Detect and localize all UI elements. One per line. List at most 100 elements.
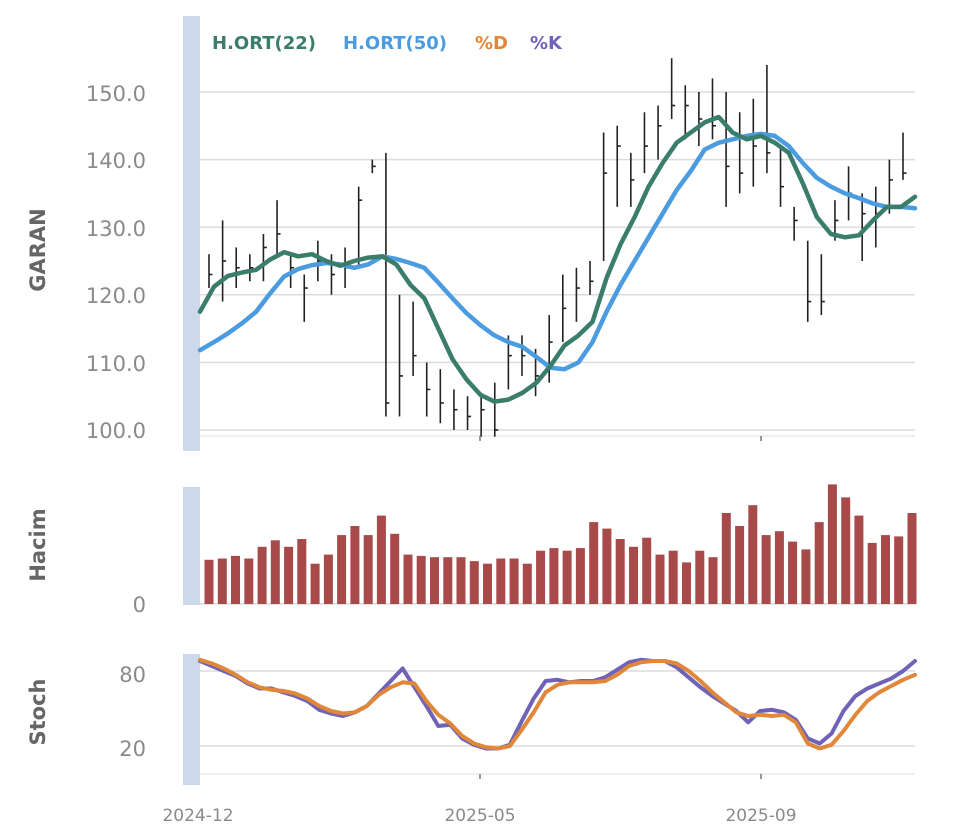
x-tick-label: 2025-09 [725, 806, 796, 826]
ohlc-bar [493, 382, 499, 437]
volume-bar [841, 497, 851, 604]
price-y-tick: 140.0 [86, 149, 146, 173]
volume-y-tick: 0 [133, 593, 146, 617]
volume-bar [575, 548, 585, 604]
stoch-y-tick: 80 [119, 663, 146, 687]
ohlc-bar [738, 112, 744, 194]
ohlc-bar [711, 78, 716, 140]
price-panel: 100.0 110.0 120.0 130.0 140.0 150.0 GARA… [26, 16, 918, 451]
volume-bar [284, 546, 294, 604]
stoch-side-bar [183, 654, 200, 785]
volume-bar [788, 541, 798, 604]
price-grid [200, 91, 915, 437]
stoch-d-line [198, 657, 917, 751]
volume-bar [416, 555, 426, 604]
ohlc-bar [643, 112, 648, 174]
x-axis: 2024-12 2025-05 2025-09 [162, 436, 915, 826]
volume-bar [390, 533, 400, 604]
volume-bar [509, 558, 519, 604]
volume-bar [403, 554, 413, 604]
volume-bar [469, 561, 479, 604]
volume-bar [695, 550, 705, 604]
ohlc-bar [466, 396, 472, 430]
volume-bar [244, 558, 254, 604]
ohlc-bar [249, 254, 254, 282]
ohlc-bar [589, 261, 594, 295]
legend: H.ORT(22) H.ORT(50) %D %K [212, 33, 563, 54]
volume-bar [337, 535, 347, 604]
x-tick-label: 2024-12 [162, 806, 233, 826]
moving-average-lines [197, 114, 918, 404]
volume-bar [376, 515, 386, 604]
ohlc-bar [684, 85, 689, 140]
ohlc-bar [303, 274, 308, 322]
volume-bar [827, 484, 837, 604]
price-y-tick: 120.0 [86, 284, 146, 308]
price-y-tick: 130.0 [86, 217, 146, 241]
ohlc-bar [357, 186, 363, 268]
ohlc-bar [317, 240, 322, 282]
price-y-ticks: 100.0 110.0 120.0 130.0 140.0 150.0 [86, 82, 146, 443]
volume-bar [735, 526, 745, 604]
volume-bar [629, 546, 638, 604]
volume-bar [721, 513, 731, 604]
ohlc-bars [208, 58, 907, 437]
ohlc-bar [752, 98, 757, 187]
volume-bar [589, 522, 599, 604]
sma22-line [197, 114, 918, 404]
ohlc-bar [725, 92, 730, 207]
volume-side-bar [183, 487, 200, 605]
price-y-tick: 110.0 [86, 352, 146, 376]
volume-bar [668, 550, 678, 604]
ohlc-bar [208, 254, 213, 289]
ohlc-bar [575, 267, 580, 322]
price-y-tick: 150.0 [86, 82, 146, 106]
volume-bar [549, 548, 559, 604]
ohlc-bar [861, 193, 866, 261]
volume-bar [761, 535, 771, 604]
volume-bar [257, 546, 267, 604]
stochastic-lines [198, 657, 917, 751]
volume-bar [814, 522, 824, 604]
ohlc-bar [602, 132, 608, 261]
volume-bar [894, 536, 904, 604]
ohlc-bar [453, 389, 458, 430]
ohlc-bar [806, 240, 812, 322]
volume-bars [204, 484, 917, 604]
price-y-tick: 100.0 [86, 419, 146, 443]
ohlc-bar [902, 132, 907, 180]
ohlc-bar [371, 159, 376, 174]
volume-bar [907, 513, 917, 604]
ohlc-bar [480, 396, 485, 437]
volume-bar [270, 540, 280, 604]
volume-bar [297, 539, 307, 604]
ohlc-bar [235, 247, 240, 289]
stoch-y-tick: 20 [119, 737, 146, 761]
volume-bar [430, 557, 439, 604]
volume-panel: 0 Hacim [26, 484, 917, 617]
stoch-y-axis-label: Stoch [26, 679, 50, 746]
price-side-bar [183, 16, 200, 451]
ohlc-bar [670, 58, 676, 120]
volume-bar [522, 563, 532, 604]
volume-bar [602, 528, 612, 604]
volume-bar [748, 505, 758, 604]
stoch-k-line [198, 657, 917, 751]
volume-bar [655, 554, 665, 604]
ohlc-bar [562, 274, 567, 343]
volume-bar [363, 535, 373, 604]
ohlc-bar [630, 152, 635, 207]
volume-bar [562, 550, 572, 604]
volume-bar [323, 554, 333, 604]
ohlc-bar [439, 369, 444, 424]
volume-bar [854, 515, 864, 604]
ohlc-bar [820, 254, 825, 316]
volume-bar [708, 557, 718, 604]
volume-bar [350, 526, 360, 604]
volume-bar [642, 537, 652, 604]
ohlc-bar [398, 294, 404, 417]
volume-bar [456, 557, 466, 604]
price-y-axis-label: GARAN [26, 208, 50, 292]
